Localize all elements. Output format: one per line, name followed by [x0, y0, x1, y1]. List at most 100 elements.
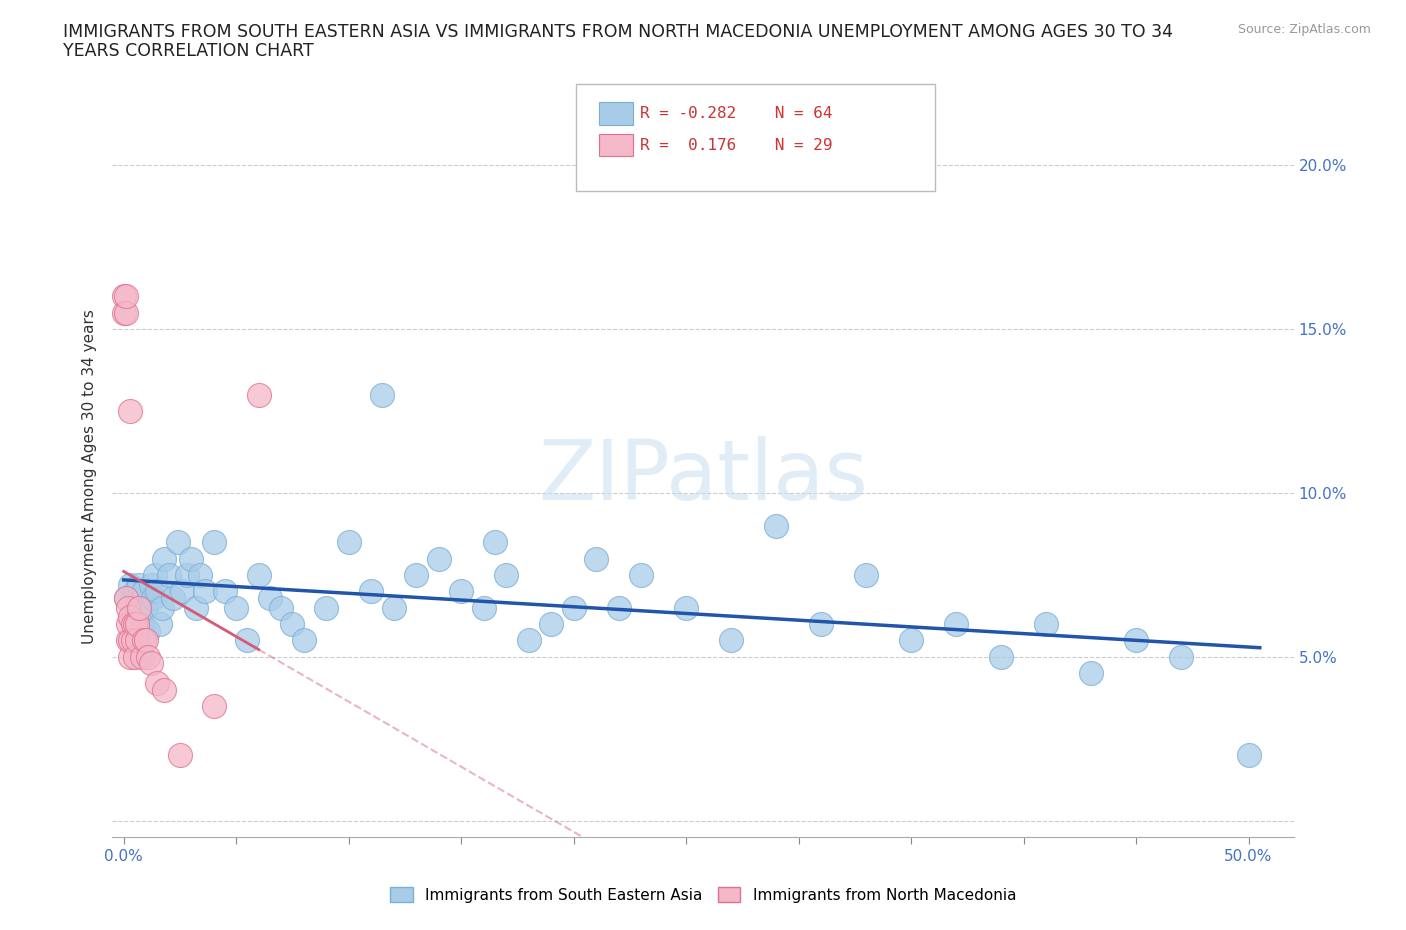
Point: [517, 633, 540, 648]
Point: [1170, 649, 1192, 664]
Point: [138, 623, 160, 638]
Point: [247, 567, 270, 582]
Point: [128, 600, 150, 615]
Text: R =  0.176    N = 29: R = 0.176 N = 29: [640, 138, 832, 153]
Point: [236, 633, 259, 648]
Point: [202, 698, 225, 713]
Point: [720, 633, 742, 648]
Point: [945, 617, 967, 631]
Point: [120, 578, 142, 592]
Point: [337, 535, 360, 550]
Point: [157, 567, 180, 582]
Point: [1035, 617, 1057, 631]
Point: [135, 633, 157, 648]
Point: [270, 600, 292, 615]
Point: [495, 567, 517, 582]
Point: [112, 289, 135, 304]
Point: [176, 567, 198, 582]
Point: [120, 633, 142, 648]
Point: [281, 617, 304, 631]
Point: [121, 617, 143, 631]
Point: [427, 551, 450, 566]
Text: Source: ZipAtlas.com: Source: ZipAtlas.com: [1237, 23, 1371, 36]
Point: [166, 535, 188, 550]
Point: [124, 584, 146, 599]
Point: [112, 305, 135, 320]
Point: [180, 551, 202, 566]
Text: YEARS CORRELATION CHART: YEARS CORRELATION CHART: [63, 42, 314, 60]
Point: [855, 567, 877, 582]
Point: [169, 748, 191, 763]
Point: [115, 305, 138, 320]
Point: [115, 591, 138, 605]
Point: [225, 600, 247, 615]
Point: [120, 610, 142, 625]
Point: [607, 600, 630, 615]
Point: [990, 649, 1012, 664]
Point: [117, 633, 139, 648]
Point: [214, 584, 236, 599]
Point: [128, 578, 150, 592]
Point: [202, 535, 225, 550]
Point: [292, 633, 315, 648]
Point: [135, 600, 157, 615]
Point: [139, 578, 162, 592]
Point: [810, 617, 832, 631]
Point: [247, 387, 270, 402]
Point: [120, 404, 142, 418]
Point: [117, 617, 139, 631]
Point: [405, 567, 427, 582]
Point: [1080, 666, 1102, 681]
Point: [146, 675, 169, 690]
Point: [630, 567, 652, 582]
Point: [132, 633, 155, 648]
Point: [121, 633, 143, 648]
Point: [127, 617, 149, 631]
Point: [117, 600, 139, 615]
Point: [153, 682, 176, 697]
Point: [472, 600, 495, 615]
Point: [146, 584, 169, 599]
Text: IMMIGRANTS FROM SOUTH EASTERN ASIA VS IMMIGRANTS FROM NORTH MACEDONIA UNEMPLOYME: IMMIGRANTS FROM SOUTH EASTERN ASIA VS IM…: [63, 23, 1173, 41]
Point: [184, 600, 207, 615]
Point: [900, 633, 922, 648]
Point: [484, 535, 506, 550]
Point: [138, 649, 160, 664]
Point: [194, 584, 217, 599]
Point: [127, 633, 149, 648]
Point: [149, 617, 172, 631]
Point: [131, 617, 153, 631]
Point: [315, 600, 337, 615]
Point: [124, 649, 146, 664]
Point: [115, 289, 138, 304]
Point: [585, 551, 607, 566]
Y-axis label: Unemployment Among Ages 30 to 34 years: Unemployment Among Ages 30 to 34 years: [82, 309, 97, 644]
Point: [1237, 748, 1260, 763]
Point: [143, 567, 166, 582]
Point: [450, 584, 472, 599]
Point: [132, 584, 155, 599]
Text: ZIPatlas: ZIPatlas: [538, 436, 868, 517]
Point: [765, 518, 787, 533]
Point: [127, 600, 149, 615]
Point: [124, 617, 146, 631]
Text: R = -0.282    N = 64: R = -0.282 N = 64: [640, 106, 832, 121]
Point: [188, 567, 211, 582]
Point: [675, 600, 697, 615]
Point: [172, 584, 194, 599]
Point: [540, 617, 562, 631]
Point: [115, 591, 138, 605]
Point: [131, 649, 153, 664]
Point: [259, 591, 281, 605]
Point: [139, 656, 162, 671]
Point: [150, 600, 173, 615]
Point: [382, 600, 405, 615]
Point: [142, 591, 165, 605]
Point: [120, 649, 142, 664]
Legend: Immigrants from South Eastern Asia, Immigrants from North Macedonia: Immigrants from South Eastern Asia, Immi…: [384, 881, 1022, 909]
Point: [162, 591, 184, 605]
Point: [562, 600, 585, 615]
Point: [1125, 633, 1147, 648]
Point: [360, 584, 382, 599]
Point: [153, 551, 176, 566]
